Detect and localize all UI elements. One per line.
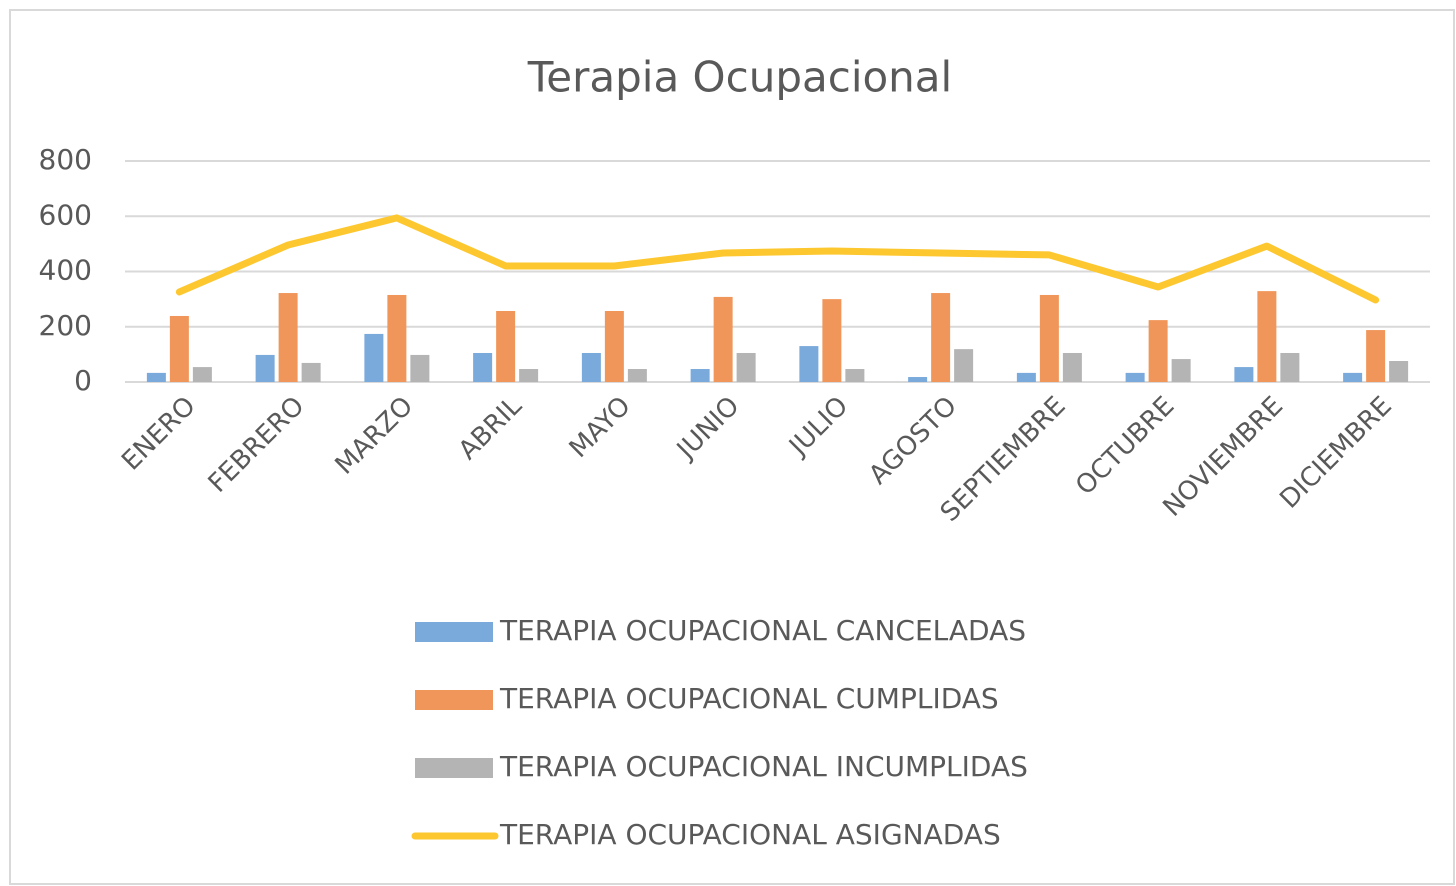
- legend-swatch: [415, 690, 493, 710]
- bar: [799, 346, 819, 382]
- bar: [169, 315, 189, 382]
- bar: [255, 354, 275, 382]
- legend-swatch: [415, 758, 493, 778]
- legend-label: TERAPIA OCUPACIONAL CANCELADAS: [499, 614, 1026, 647]
- y-tick-label: 0: [74, 364, 92, 397]
- bar: [278, 293, 298, 382]
- bar: [364, 333, 384, 382]
- legend-label: TERAPIA OCUPACIONAL INCUMPLIDAS: [499, 750, 1028, 783]
- bar: [713, 296, 733, 382]
- bar: [301, 362, 321, 382]
- bar: [1366, 330, 1386, 382]
- legend-label: TERAPIA OCUPACIONAL ASIGNADAS: [499, 818, 1001, 851]
- bar: [581, 352, 601, 382]
- bar: [736, 352, 756, 382]
- legend-label: TERAPIA OCUPACIONAL CUMPLIDAS: [499, 682, 999, 715]
- chart-border: [9, 9, 1455, 885]
- bar: [1016, 372, 1036, 382]
- line-series: [175, 214, 1380, 304]
- bar: [496, 311, 516, 382]
- y-tick-label: 400: [39, 254, 92, 287]
- bar: [192, 367, 212, 382]
- bar: [954, 349, 974, 382]
- bar: [822, 299, 842, 382]
- bar: [1062, 352, 1082, 382]
- bar: [387, 294, 407, 382]
- bar: [519, 369, 539, 382]
- bar: [690, 369, 710, 382]
- bar: [1280, 352, 1300, 382]
- bar: [1039, 294, 1059, 382]
- bar: [1343, 372, 1363, 382]
- bar: [1171, 359, 1191, 382]
- y-tick-label: 800: [39, 143, 92, 176]
- bar: [1148, 320, 1168, 382]
- bar: [627, 369, 647, 382]
- bar: [1234, 367, 1254, 382]
- bar: [146, 372, 166, 382]
- bar: [410, 354, 430, 382]
- bar: [1125, 372, 1145, 382]
- bar: [473, 352, 493, 382]
- bar: [1257, 291, 1277, 382]
- chart-title: Terapia Ocupacional: [527, 53, 952, 102]
- bar: [845, 369, 865, 382]
- legend-swatch: [415, 622, 493, 642]
- bar: [908, 377, 928, 382]
- y-tick-label: 600: [39, 198, 92, 231]
- bar: [931, 293, 951, 382]
- bar: [604, 311, 624, 382]
- y-tick-label: 200: [39, 309, 92, 342]
- bar: [1389, 361, 1409, 382]
